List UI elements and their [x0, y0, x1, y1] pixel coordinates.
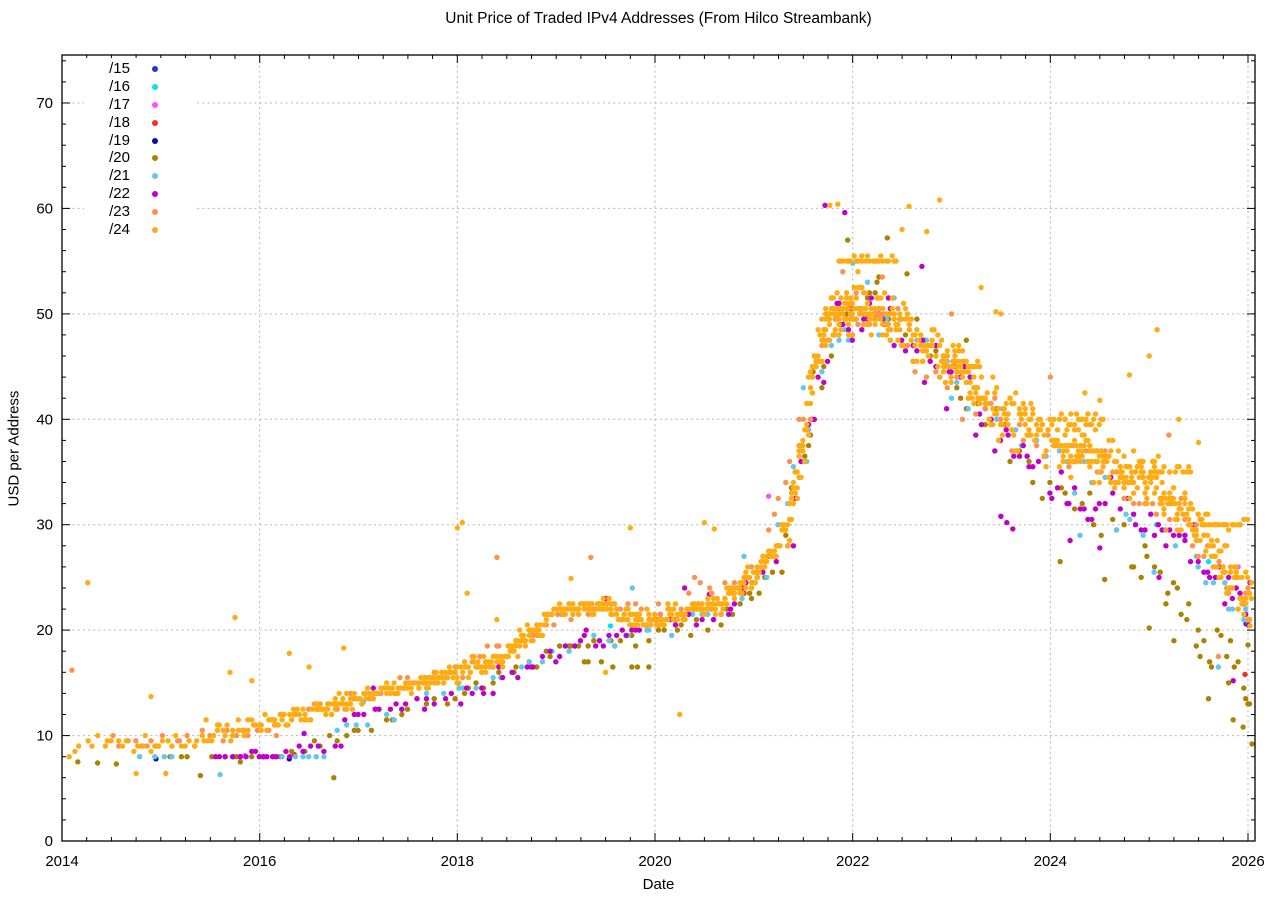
series-24 — [66, 197, 1255, 777]
legend-label: /16 — [109, 77, 130, 95]
svg-text:2026: 2026 — [1231, 853, 1264, 870]
svg-text:40: 40 — [36, 411, 53, 428]
svg-text:50: 50 — [36, 306, 53, 323]
svg-text:2018: 2018 — [441, 853, 474, 870]
legend: /15 /16 /17 /18 /19 /20 /21 /22 — [84, 58, 196, 241]
series-22 — [212, 202, 1253, 760]
legend-label: /19 — [109, 131, 130, 149]
legend-item: /20 — [84, 149, 196, 167]
legend-swatch-icon — [152, 226, 158, 233]
y-axis-label: USD per Address — [5, 390, 23, 507]
legend-label: /24 — [109, 221, 130, 239]
legend-item: /21 — [84, 167, 196, 185]
legend-label: /23 — [109, 203, 130, 221]
axis-ticks — [62, 55, 1255, 841]
legend-item: /23 — [84, 203, 196, 221]
legend-swatch-icon — [152, 209, 158, 216]
svg-text:70: 70 — [36, 95, 53, 112]
svg-text:2022: 2022 — [836, 853, 869, 870]
svg-text:2020: 2020 — [638, 853, 671, 870]
legend-label: /15 — [109, 60, 130, 77]
legend-item: /18 — [84, 114, 196, 132]
x-axis-label: Date — [642, 876, 675, 893]
legend-item: /19 — [84, 132, 196, 150]
svg-text:20: 20 — [36, 622, 53, 639]
series-16 — [607, 558, 1212, 629]
legend-item: /22 — [84, 185, 196, 203]
legend-swatch-icon — [152, 155, 158, 162]
svg-text:0: 0 — [45, 833, 53, 850]
svg-text:2016: 2016 — [243, 853, 276, 870]
svg-text:2014: 2014 — [45, 853, 78, 870]
legend-item: /24 — [84, 221, 196, 239]
legend-item: /17 — [84, 96, 196, 114]
legend-item: /15 — [84, 60, 196, 78]
svg-text:10: 10 — [36, 728, 53, 745]
series-21 — [136, 260, 1251, 778]
chart-title: Unit Price of Traded IPv4 Addresses (Fro… — [445, 10, 872, 27]
svg-text:30: 30 — [36, 517, 53, 534]
legend-label: /22 — [109, 185, 130, 203]
legend-label: /17 — [109, 95, 130, 113]
legend-swatch-icon — [152, 173, 158, 180]
legend-swatch-icon — [152, 101, 158, 108]
plot-border — [61, 54, 1256, 842]
series-20 — [75, 235, 1255, 781]
legend-item: /16 — [84, 78, 196, 96]
svg-text:2024: 2024 — [1034, 853, 1067, 870]
x-tick-labels: 2014 2016 2018 2020 2022 2024 2026 — [45, 853, 1264, 870]
legend-swatch-icon — [152, 65, 158, 72]
legend-label: /20 — [109, 149, 130, 167]
legend-swatch-icon — [152, 119, 158, 126]
svg-text:60: 60 — [36, 200, 53, 217]
legend-label: /21 — [109, 167, 130, 185]
legend-swatch-icon — [152, 83, 158, 90]
legend-swatch-icon — [152, 191, 158, 198]
legend-swatch-icon — [152, 137, 158, 144]
y-tick-labels: 0 10 20 30 40 50 60 70 — [36, 95, 53, 850]
legend-label: /18 — [109, 113, 130, 131]
